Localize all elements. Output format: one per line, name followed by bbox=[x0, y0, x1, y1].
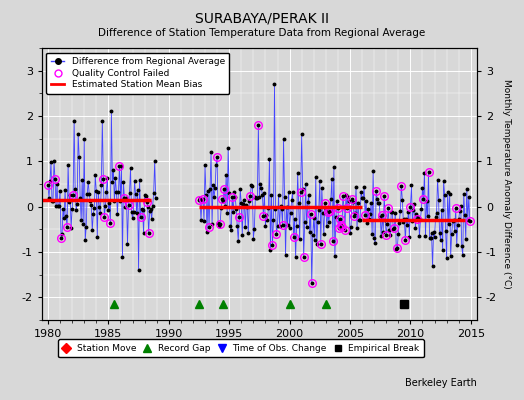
Y-axis label: Monthly Temperature Anomaly Difference (°C): Monthly Temperature Anomaly Difference (… bbox=[502, 79, 511, 289]
Text: SURABAYA/PERAK II: SURABAYA/PERAK II bbox=[195, 12, 329, 26]
Text: Difference of Station Temperature Data from Regional Average: Difference of Station Temperature Data f… bbox=[99, 28, 425, 38]
Legend: Difference from Regional Average, Quality Control Failed, Estimated Station Mean: Difference from Regional Average, Qualit… bbox=[47, 52, 230, 94]
Legend: Station Move, Record Gap, Time of Obs. Change, Empirical Break: Station Move, Record Gap, Time of Obs. C… bbox=[58, 340, 424, 358]
Text: Berkeley Earth: Berkeley Earth bbox=[405, 378, 477, 388]
